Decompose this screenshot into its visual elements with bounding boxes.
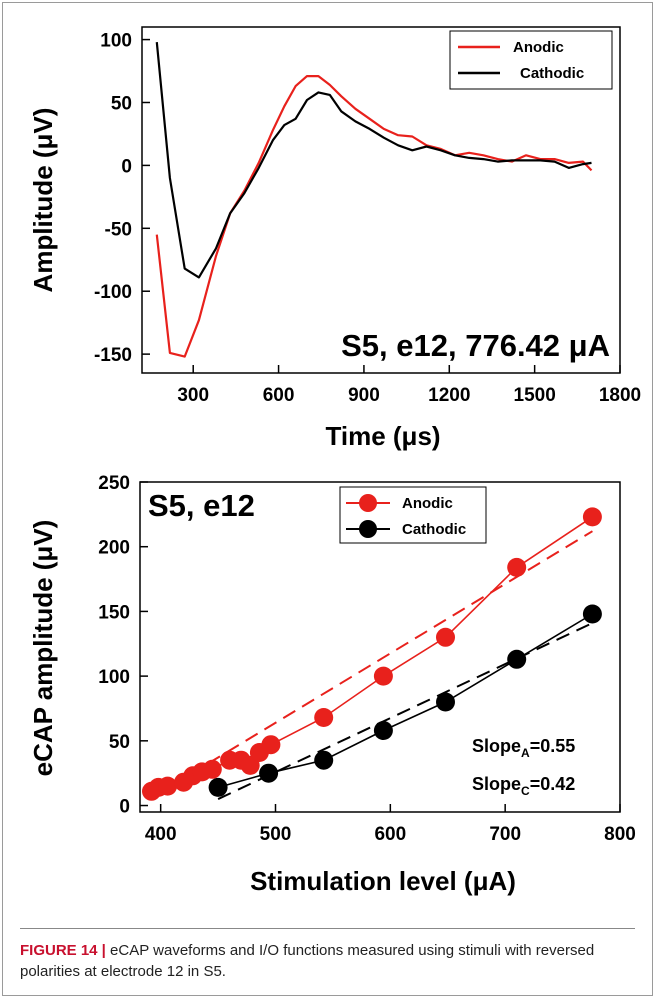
y-axis-label: eCAP amplitude (μV) xyxy=(28,520,58,777)
plot-annotation: S5, e12, 776.42 μA xyxy=(341,328,610,363)
y-tick-label: -50 xyxy=(105,219,132,240)
plot-area-frame xyxy=(141,26,621,374)
y-tick-label: -100 xyxy=(94,282,132,303)
x-tick-label: 900 xyxy=(348,385,380,406)
data-point-anodic xyxy=(436,627,455,647)
x-axis-ticks: 400 500 600 700 800 xyxy=(145,804,636,845)
x-tick-label: 1500 xyxy=(514,385,556,406)
x-axis-ticks: 300 600 900 1200 1500 1800 xyxy=(177,365,641,406)
x-tick-label: 800 xyxy=(604,824,636,845)
legend-box xyxy=(449,30,613,90)
caption-divider xyxy=(20,928,635,929)
x-tick-label: 1200 xyxy=(428,385,470,406)
x-axis-label: Time (μs) xyxy=(325,421,440,451)
x-tick-label: 700 xyxy=(489,824,521,845)
plot-annotation: S5, e12 xyxy=(148,488,255,523)
legend: Anodic Cathodic xyxy=(339,486,487,544)
legend-label-cathodic: Cathodic xyxy=(520,65,584,82)
y-axis-ticks: -150 -100 -50 0 50 100 xyxy=(94,31,150,366)
data-point-anodic xyxy=(202,759,222,779)
data-point-cathodic xyxy=(314,750,334,770)
data-point-cathodic xyxy=(582,604,602,624)
x-tick-label: 500 xyxy=(260,824,292,845)
x-tick-label: 400 xyxy=(145,824,177,845)
x-axis-label: Stimulation level (μA) xyxy=(250,866,516,896)
y-tick-label: 0 xyxy=(121,156,132,177)
series-points xyxy=(142,507,602,801)
figure-label: FIGURE 14 | xyxy=(20,942,106,959)
data-point-cathodic xyxy=(373,721,393,740)
x-tick-label: 600 xyxy=(374,824,406,845)
y-tick-label: 250 xyxy=(98,473,130,494)
y-tick-label: 50 xyxy=(111,93,132,114)
y-tick-label: 50 xyxy=(109,732,130,753)
data-point-anodic xyxy=(373,666,393,686)
legend-label-anodic: Anodic xyxy=(402,495,453,512)
data-point-cathodic xyxy=(259,763,279,783)
data-point-anodic xyxy=(314,708,334,727)
series-line-cathodic xyxy=(217,613,593,789)
data-point-anodic xyxy=(582,507,602,527)
slope-anodic: SlopeA=0.55 xyxy=(472,736,575,760)
legend-marker-cathodic xyxy=(359,520,377,538)
y-tick-label: 200 xyxy=(98,538,130,559)
data-point-cathodic xyxy=(436,692,455,712)
legend-label-anodic: Anodic xyxy=(513,39,564,56)
series-line-anodic xyxy=(155,74,593,358)
series-lines xyxy=(155,41,593,358)
figure-caption: FIGURE 14 | eCAP waveforms and I/O funct… xyxy=(20,940,640,982)
x-tick-label: 300 xyxy=(177,385,209,406)
data-point-anodic xyxy=(261,735,281,755)
y-tick-label: 100 xyxy=(98,667,130,688)
x-tick-label: 1800 xyxy=(599,385,641,406)
y-tick-label: -150 xyxy=(94,345,132,366)
slope-cathodic: SlopeC=0.42 xyxy=(472,774,575,798)
legend-label-cathodic: Cathodic xyxy=(402,521,466,538)
data-point-anodic xyxy=(507,557,527,577)
data-point-anodic xyxy=(158,776,178,796)
legend-marker-anodic xyxy=(359,494,377,512)
caption-text: eCAP waveforms and I/O functions measure… xyxy=(20,942,595,980)
y-tick-label: 100 xyxy=(100,31,132,52)
y-axis-label: Amplitude (μV) xyxy=(28,108,58,293)
data-point-cathodic xyxy=(208,777,228,797)
series-line-cathodic xyxy=(155,41,592,279)
x-tick-label: 600 xyxy=(263,385,295,406)
y-tick-label: 0 xyxy=(119,797,130,818)
legend: Anodic Cathodic xyxy=(449,30,613,90)
io-function-chart: 0 50 100 150 200 250 400 500 600 700 800 eCAP amp… xyxy=(28,473,636,896)
plot-area-frame xyxy=(139,481,621,813)
data-point-cathodic xyxy=(507,649,527,669)
y-tick-label: 150 xyxy=(98,602,130,623)
y-axis-ticks: 0 50 100 150 200 250 xyxy=(98,473,148,818)
